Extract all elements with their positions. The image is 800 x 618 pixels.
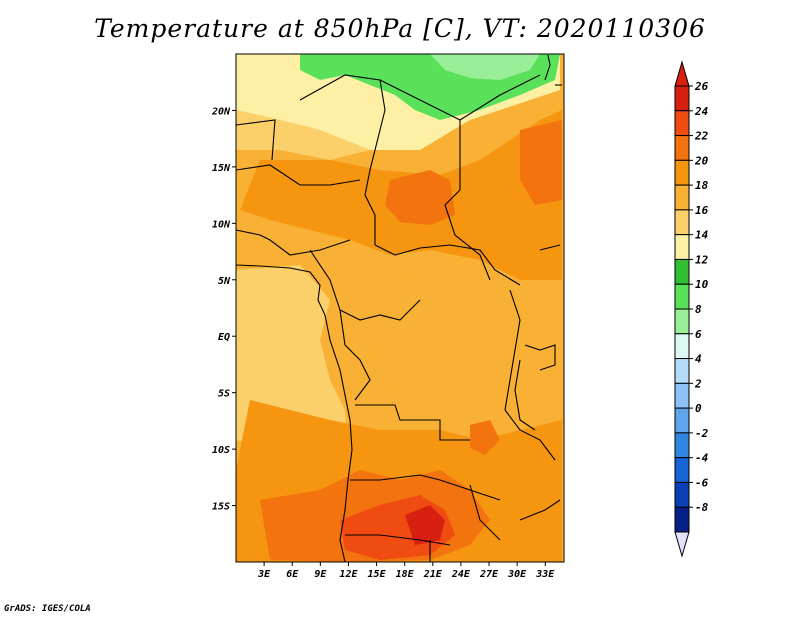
colorbar-label: -2 xyxy=(695,427,709,440)
colorbar-bin xyxy=(674,481,690,508)
lon-tick-label: 27E xyxy=(479,569,499,580)
temp-band-24-26-core xyxy=(405,505,445,545)
lon-tick-label: 6E xyxy=(286,569,299,580)
lat-tick-label: 5S xyxy=(218,389,230,400)
colorbar-bottom-arrow xyxy=(674,531,690,558)
lon-tick-label: 3E xyxy=(257,569,271,580)
lat-tick-label: 15S xyxy=(212,502,230,513)
temp-band-22-24-east xyxy=(520,120,562,205)
colorbar-bin xyxy=(674,135,690,161)
colorbar-label: 16 xyxy=(695,204,709,217)
colorbar-label: -8 xyxy=(695,501,709,514)
colorbar-bin xyxy=(674,234,690,260)
colorbar-label: 20 xyxy=(694,154,709,167)
colorbar-bin xyxy=(674,506,690,533)
colorbar-label: -6 xyxy=(695,476,709,489)
lon-tick-label: 15E xyxy=(368,569,387,580)
colorbar-label: 8 xyxy=(695,303,702,316)
colorbar-bin xyxy=(674,358,690,384)
credit-text: GrADS: IGES/COLA xyxy=(4,604,91,614)
colorbar-label: 26 xyxy=(694,80,709,93)
map-title: Temperature at 850hPa [C], VT: 202011030… xyxy=(94,14,706,43)
colorbar-bin xyxy=(674,407,690,434)
colorbar-label: -4 xyxy=(695,452,709,465)
colorbar-bin xyxy=(674,457,690,483)
colorbar-label: 2 xyxy=(694,377,702,390)
lon-tick-label: 18E xyxy=(396,569,415,580)
colorbar-label: 24 xyxy=(694,105,709,118)
colorbar-label: 6 xyxy=(695,328,702,341)
temperature-fill-layer xyxy=(236,54,564,562)
colorbar-label: 4 xyxy=(695,353,702,366)
lon-tick-label: 9E xyxy=(314,569,327,580)
colorbar-label: 22 xyxy=(694,130,709,143)
colorbar-label: 14 xyxy=(695,229,709,242)
coastline xyxy=(236,264,353,562)
lon-tick-label: 24E xyxy=(451,569,471,580)
lat-tick-label: 5N xyxy=(218,276,231,287)
colorbar-label: 12 xyxy=(695,253,709,266)
colorbar-label: 0 xyxy=(695,402,702,415)
temp-band-16-18-north xyxy=(236,110,370,160)
colorbar-bin xyxy=(674,184,690,211)
country-borders xyxy=(236,54,562,562)
lat-tick-label: 10S xyxy=(212,445,230,456)
lon-tick-label: 12E xyxy=(339,569,358,580)
colorbar-bin xyxy=(674,85,690,112)
temp-band-22-24-lake xyxy=(470,420,500,455)
lat-tick-label: 15N xyxy=(212,163,231,174)
colorbar-top-arrow xyxy=(674,60,690,87)
lat-tick-label: 10N xyxy=(212,219,231,230)
lon-tick-label: 21E xyxy=(423,569,443,580)
colorbar-bin xyxy=(674,308,690,335)
temp-band-22-24-sudan xyxy=(385,170,455,225)
temp-band-10-12-north xyxy=(430,54,540,80)
colorbar-bin xyxy=(674,382,690,409)
lat-tick-label: 20N xyxy=(211,106,231,117)
colorbar-bin xyxy=(674,110,690,137)
colorbar-bin xyxy=(674,159,690,186)
temp-band-18-20-basin xyxy=(380,270,510,410)
colorbar-bin xyxy=(674,258,690,285)
colorbar-bin xyxy=(674,209,690,236)
map-frame xyxy=(235,53,565,563)
colorbar-label: 18 xyxy=(695,179,709,192)
lat-tick-label: EQ xyxy=(218,332,230,343)
longitude-axis: 3E 6E 9E 12E 15E 18E 21E 24E 27E 30E 33E xyxy=(257,562,555,580)
lon-tick-label: 33E xyxy=(535,569,555,580)
colorbar-bin xyxy=(674,333,690,360)
lon-tick-label: 30E xyxy=(507,569,527,580)
colorbar-bin xyxy=(674,432,690,459)
latitude-axis: 20N 15N 10N 5N EQ 5S 10S 15S xyxy=(211,106,236,513)
colorbar-label: 10 xyxy=(695,278,709,291)
colorbar-bin xyxy=(674,283,690,310)
